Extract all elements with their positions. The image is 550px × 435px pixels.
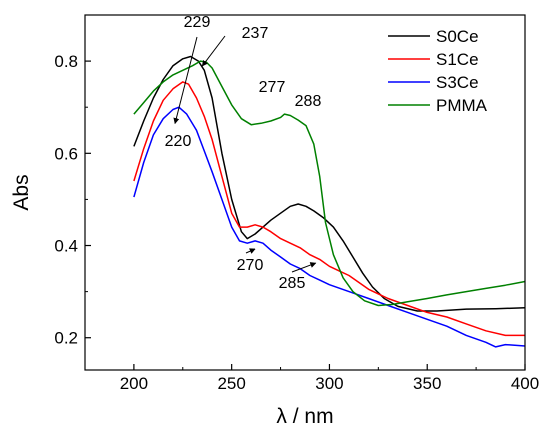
x-axis-ticks: 200 250 300 350 400	[84, 364, 539, 393]
series-line-s1ce	[133, 81, 525, 337]
annotation-label-237: 237	[242, 25, 269, 42]
x-tick-label: 350	[413, 374, 441, 393]
x-axis-title: λ / nm	[276, 405, 333, 428]
annotation-label-285: 285	[279, 275, 306, 292]
annotation-label-220: 220	[165, 133, 192, 150]
legend: S0Ce S1Ce S3Ce PMMA	[388, 27, 488, 115]
plot-frame	[84, 14, 526, 371]
annotation-arrow-237	[201, 35, 226, 67]
series-line-pmma	[133, 60, 526, 307]
y-tick-label: 0.6	[54, 144, 78, 163]
legend-label-pmma: PMMA	[436, 96, 488, 115]
x-tick-label: 200	[120, 374, 148, 393]
annotation-arrow-270	[245, 248, 256, 254]
x-tick-label: 300	[315, 374, 343, 393]
y-tick-label: 0.8	[54, 52, 78, 71]
series-line-s3ce	[133, 106, 526, 348]
y-tick-label: 0.4	[54, 237, 78, 256]
legend-label-s0ce: S0Ce	[436, 27, 479, 46]
y-tick-label: 0.2	[54, 329, 78, 348]
series-line-s0ce	[133, 55, 526, 312]
annotation-arrow-285	[291, 262, 317, 273]
annotation-label-288: 288	[295, 93, 322, 110]
legend-label-s1ce: S1Ce	[436, 50, 479, 69]
annotation-label-277: 277	[259, 79, 286, 96]
annotation-label-229: 229	[184, 14, 211, 31]
annotation-label-270: 270	[237, 257, 264, 274]
x-tick-label: 250	[217, 374, 245, 393]
peak-annotations: 229 237 220 277 288 270 285	[165, 14, 322, 292]
x-tick-label: 400	[511, 374, 539, 393]
y-axis-title: Abs	[10, 174, 33, 210]
y-axis-ticks: 0.2 0.4 0.6 0.8	[54, 14, 91, 348]
annotation-arrow-229	[173, 36, 198, 125]
legend-label-s3ce: S3Ce	[436, 73, 479, 92]
